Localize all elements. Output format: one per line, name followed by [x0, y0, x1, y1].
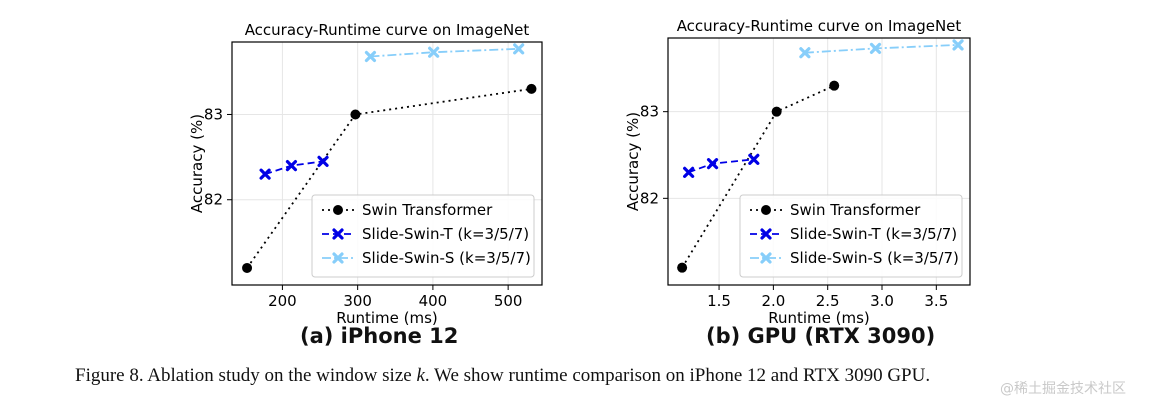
x-tick-label: 300	[343, 292, 372, 310]
watermark: @稀土掘金技术社区	[1000, 381, 1126, 397]
data-point	[242, 262, 253, 273]
legend-entry: Swin Transformer	[750, 201, 921, 219]
y-axis-label: Accuracy (%)	[188, 114, 206, 213]
series-line	[681, 84, 835, 269]
series-line	[370, 47, 519, 58]
chart-2: 1.5 2.0 2.5 3.0 3.5 82 83 Accuracy-Runtime curv…	[624, 17, 971, 327]
series-2	[259, 155, 329, 180]
data-point	[428, 46, 440, 58]
data-point	[771, 106, 782, 117]
series-line	[688, 158, 754, 174]
caption-variable: k	[416, 365, 425, 386]
x-axis-label: Runtime (ms)	[336, 309, 438, 327]
y-tick-label: 82	[204, 191, 223, 209]
data-point	[706, 158, 719, 170]
legend-entry: Slide-Swin-S (k=3/5/7)	[750, 249, 959, 267]
legend-box	[311, 194, 535, 278]
data-point	[332, 252, 344, 264]
y-tick-label: 82	[640, 189, 659, 207]
series-3	[799, 39, 964, 59]
data-point	[259, 168, 271, 180]
figure-caption: Figure 8. Ablation study on the window s…	[75, 365, 930, 387]
data-point	[799, 47, 811, 59]
data-point	[677, 262, 688, 273]
data-point	[333, 205, 343, 215]
legend-label: Slide-Swin-T (k=3/5/7)	[362, 225, 529, 243]
x-tick-label: 500	[494, 292, 523, 310]
data-point	[285, 160, 298, 172]
data-point	[869, 42, 882, 54]
data-point	[513, 43, 525, 55]
subcaption-b: (b) GPU (RTX 3090)	[706, 324, 936, 348]
data-point	[748, 153, 760, 165]
caption-suffix: . We show runtime comparison on iPhone 1…	[424, 365, 931, 386]
series-1	[677, 80, 840, 273]
x-tick-label: 1.5	[707, 292, 731, 310]
legend-entry: Slide-Swin-T (k=3/5/7)	[322, 225, 529, 243]
x-tick-label: 2.0	[761, 292, 785, 310]
data-point	[952, 39, 964, 51]
x-tick-label: 2.5	[816, 292, 840, 310]
legend-label: Swin Transformer	[362, 201, 493, 219]
data-point	[761, 205, 771, 215]
y-axis-label: Accuracy (%)	[624, 112, 642, 211]
y-tick-label: 83	[204, 105, 223, 123]
series-1	[242, 83, 537, 273]
x-tick-label: 3.5	[924, 292, 948, 310]
data-point	[760, 252, 772, 264]
x-tick-label: 400	[419, 292, 448, 310]
legend-entry: Slide-Swin-S (k=3/5/7)	[322, 249, 531, 267]
legend-label: Slide-Swin-T (k=3/5/7)	[790, 225, 957, 243]
legend-box	[739, 194, 963, 278]
caption-prefix: Figure 8. Ablation study on the window s…	[75, 365, 417, 386]
chart-title: Accuracy-Runtime curve on ImageNet	[677, 17, 962, 35]
x-tick-label: 200	[268, 292, 297, 310]
legend-label: Slide-Swin-S (k=3/5/7)	[790, 249, 959, 267]
plot-frame	[667, 37, 971, 286]
data-point	[829, 80, 840, 91]
data-point	[332, 228, 344, 240]
legend: Swin Transformer Slide-Swin-T (k=3/5/7) Sl…	[311, 194, 535, 278]
series-3	[364, 43, 525, 63]
x-tick-label: 3.0	[870, 292, 894, 310]
x-axis-label: Runtime (ms)	[768, 309, 870, 327]
legend-entry: Slide-Swin-T (k=3/5/7)	[750, 225, 957, 243]
y-tick-label: 83	[640, 103, 659, 121]
chart-1: 200 300 400 500 82 83 Accuracy-Runtime curve o…	[188, 21, 543, 327]
legend: Swin Transformer Slide-Swin-T (k=3/5/7) Sl…	[739, 194, 963, 278]
data-point	[760, 228, 772, 240]
data-point	[364, 50, 377, 63]
subcaption-a: (a) iPhone 12	[300, 324, 459, 348]
data-point	[317, 155, 329, 167]
data-point	[350, 109, 361, 120]
plot-frame	[231, 41, 543, 286]
data-point	[683, 166, 695, 178]
legend-label: Swin Transformer	[790, 201, 921, 219]
data-point	[526, 83, 537, 94]
chart-title: Accuracy-Runtime curve on ImageNet	[245, 21, 530, 39]
legend-label: Slide-Swin-S (k=3/5/7)	[362, 249, 531, 267]
series-2	[683, 153, 760, 178]
legend-entry: Swin Transformer	[322, 201, 493, 219]
